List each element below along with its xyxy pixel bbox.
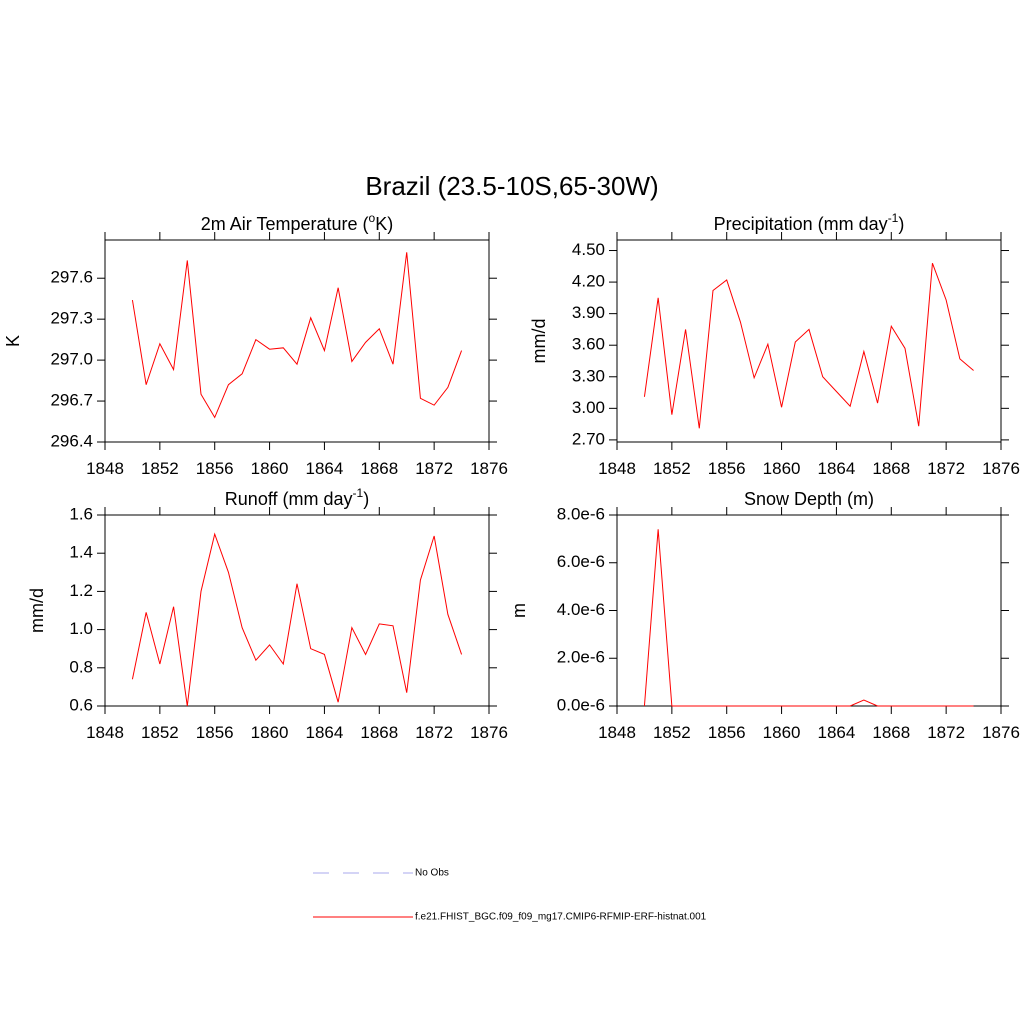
plot-frame xyxy=(104,514,490,707)
x-tick-label: 1876 xyxy=(982,723,1020,742)
x-tick-label: 1860 xyxy=(251,459,289,478)
x-tick-label: 1864 xyxy=(818,459,856,478)
x-tick-label: 1876 xyxy=(470,459,508,478)
x-tick-label: 1852 xyxy=(141,723,179,742)
title-part: Runoff (mm day xyxy=(225,489,353,509)
title-part: ) xyxy=(363,489,369,509)
y-tick-label: 3.90 xyxy=(572,303,605,322)
y-axis-label: mm/d xyxy=(27,588,47,633)
y-axis-label: K xyxy=(3,335,23,347)
x-tick-label: 1852 xyxy=(141,459,179,478)
y-tick-label: 297.0 xyxy=(50,350,93,369)
y-tick-label: 4.50 xyxy=(572,240,605,259)
y-tick-label: 1.4 xyxy=(69,543,93,562)
x-tick-label: 1856 xyxy=(196,459,234,478)
x-tick-label: 1868 xyxy=(360,459,398,478)
x-tick-label: 1860 xyxy=(763,459,801,478)
y-tick-label: 1.2 xyxy=(69,581,93,600)
x-tick-label: 1856 xyxy=(708,459,746,478)
y-tick-label: 3.00 xyxy=(572,398,605,417)
x-tick-label: 1852 xyxy=(653,459,691,478)
x-tick-label: 1860 xyxy=(763,723,801,742)
x-tick-label: 1856 xyxy=(196,723,234,742)
data-line xyxy=(643,529,974,707)
y-tick-label: 4.20 xyxy=(572,272,605,291)
y-tick-label: 297.6 xyxy=(50,268,93,287)
title-part: o xyxy=(369,211,376,225)
plot-frame xyxy=(616,239,1002,443)
legend-label: f.e21.FHIST_BGC.f09_f09_mg17.CMIP6-RFMIP… xyxy=(415,912,707,923)
y-tick-label: 0.6 xyxy=(69,695,93,714)
data-line xyxy=(131,252,463,419)
x-tick-label: 1848 xyxy=(598,459,636,478)
legend-label: No Obs xyxy=(415,868,449,879)
x-tick-label: 1876 xyxy=(470,723,508,742)
title-part: -1 xyxy=(888,211,899,225)
title-part: 2m Air Temperature ( xyxy=(201,214,369,234)
x-tick-label: 1848 xyxy=(598,723,636,742)
y-tick-label: 0.0e-6 xyxy=(557,695,605,714)
x-tick-label: 1860 xyxy=(251,723,289,742)
x-tick-label: 1864 xyxy=(306,459,344,478)
data-line xyxy=(643,262,974,429)
y-axis-label: m xyxy=(509,603,529,618)
title-part: K) xyxy=(375,214,393,234)
title-part: Precipitation (mm day xyxy=(714,214,888,234)
x-tick-label: 1848 xyxy=(86,723,124,742)
x-tick-label: 1868 xyxy=(360,723,398,742)
title-part: ) xyxy=(898,214,904,234)
x-tick-label: 1872 xyxy=(415,459,453,478)
y-tick-label: 4.0e-6 xyxy=(557,600,605,619)
y-tick-label: 1.0 xyxy=(69,619,93,638)
y-tick-label: 3.30 xyxy=(572,366,605,385)
x-tick-label: 1872 xyxy=(927,459,965,478)
y-tick-label: 2.0e-6 xyxy=(557,648,605,667)
x-tick-label: 1864 xyxy=(818,723,856,742)
x-tick-label: 1876 xyxy=(982,459,1020,478)
x-tick-label: 1852 xyxy=(653,723,691,742)
y-tick-label: 2.70 xyxy=(572,429,605,448)
y-tick-label: 3.60 xyxy=(572,335,605,354)
panel-title: Precipitation (mm day-1) xyxy=(714,211,905,234)
y-axis-label: mm/d xyxy=(529,319,549,364)
panel-title: 2m Air Temperature (oK) xyxy=(201,211,393,234)
title-part: -1 xyxy=(353,486,364,500)
x-tick-label: 1872 xyxy=(927,723,965,742)
y-tick-label: 297.3 xyxy=(50,309,93,328)
y-tick-label: 6.0e-6 xyxy=(557,552,605,571)
plot-frame xyxy=(104,239,490,443)
figure-title: Brazil (23.5-10S,65-30W) xyxy=(365,171,658,201)
x-tick-label: 1848 xyxy=(86,459,124,478)
y-tick-label: 1.6 xyxy=(69,504,93,523)
x-tick-label: 1856 xyxy=(708,723,746,742)
plot-frame xyxy=(616,514,1002,707)
title-part: Snow Depth (m) xyxy=(744,489,874,509)
panel-title: Runoff (mm day-1) xyxy=(225,486,369,509)
y-tick-label: 296.7 xyxy=(50,391,93,410)
y-tick-label: 296.4 xyxy=(50,431,93,450)
x-tick-label: 1872 xyxy=(415,723,453,742)
x-tick-label: 1868 xyxy=(872,723,910,742)
x-tick-label: 1868 xyxy=(872,459,910,478)
panel-title: Snow Depth (m) xyxy=(744,489,874,509)
data-line xyxy=(131,532,463,707)
x-tick-label: 1864 xyxy=(306,723,344,742)
y-tick-label: 8.0e-6 xyxy=(557,504,605,523)
y-tick-label: 0.8 xyxy=(69,657,93,676)
